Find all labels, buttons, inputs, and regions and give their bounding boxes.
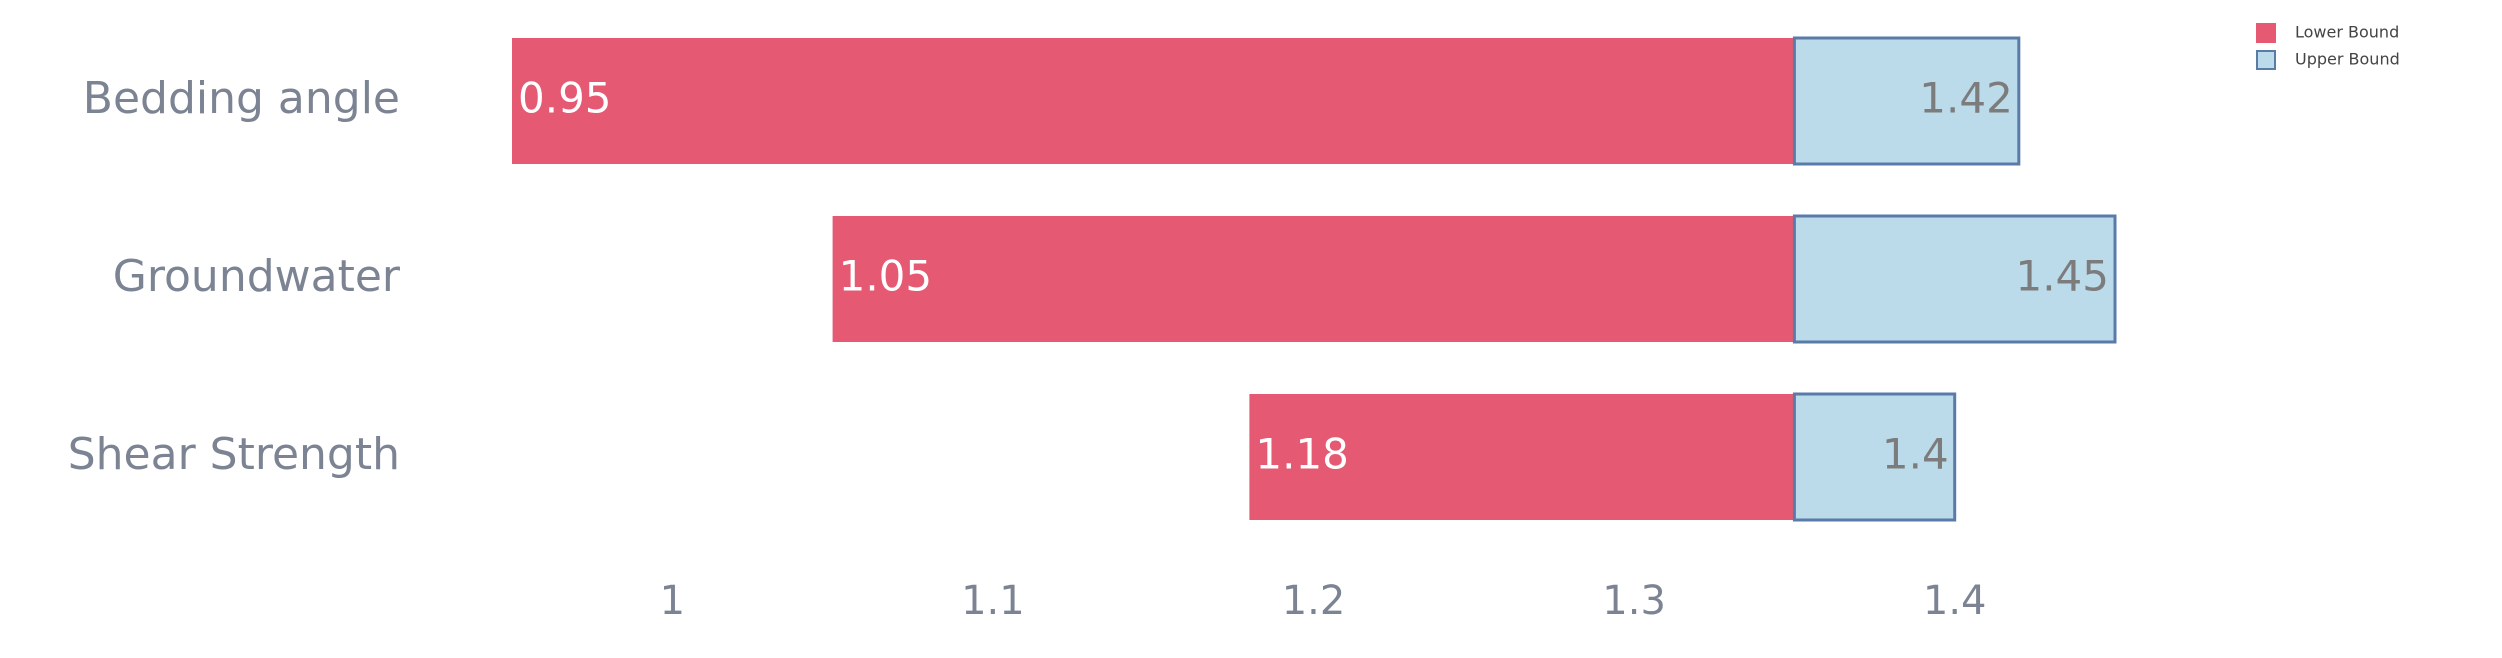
legend-label: Upper Bound	[2295, 50, 2400, 69]
category-label: Groundwater	[113, 251, 401, 302]
bar-upper	[1792, 392, 1957, 522]
legend-swatch	[2256, 50, 2276, 70]
x-tick-label: 1.2	[1282, 578, 1346, 624]
legend-label: Lower Bound	[2295, 23, 2399, 42]
value-label: 0.95	[518, 74, 612, 123]
value-label: 1.05	[839, 252, 933, 301]
x-tick-label: 1.3	[1602, 578, 1666, 624]
legend-swatch	[2256, 23, 2276, 43]
value-label: 1.18	[1255, 430, 1349, 479]
bar-upper	[1792, 214, 2117, 344]
category-label: Bedding angle	[83, 73, 400, 124]
x-tick-label: 1.4	[1923, 578, 1987, 624]
category-label: Shear Strength	[68, 429, 400, 480]
bar-lower	[512, 38, 1795, 164]
value-label: 1.4	[1882, 430, 1949, 479]
bar-lower	[1249, 394, 1795, 520]
value-label: 1.42	[1919, 74, 2013, 123]
x-tick-label: 1.1	[961, 578, 1025, 624]
bar-upper	[1792, 36, 2021, 166]
x-tick-label: 1	[660, 578, 685, 624]
bar-lower	[832, 216, 1795, 342]
value-label: 1.45	[2015, 252, 2109, 301]
